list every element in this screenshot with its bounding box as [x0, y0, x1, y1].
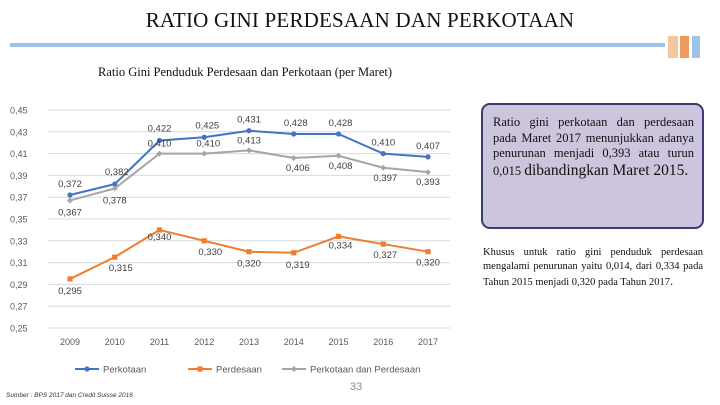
y-tick-label: 0,43 [10, 127, 28, 137]
y-tick-label: 0,39 [10, 171, 28, 181]
data-label: 0,428 [329, 118, 353, 129]
rural-note: Khusus untuk ratio gini penduduk perdesa… [483, 246, 703, 290]
legend-label: Perkotaan dan Perdesaan [310, 365, 420, 376]
data-label: 0,295 [58, 286, 82, 297]
data-label: 0,378 [103, 195, 127, 206]
data-point [156, 150, 163, 157]
legend-marker [291, 366, 297, 372]
x-tick-label: 2013 [239, 337, 259, 347]
data-label: 0,408 [329, 161, 353, 172]
data-point [335, 233, 342, 240]
rural-note-end: . [670, 274, 674, 288]
corner-decoration [668, 26, 708, 66]
data-label: 0,407 [416, 141, 440, 152]
data-label: 0,319 [286, 260, 310, 271]
data-point [380, 164, 387, 171]
page-number: 33 [350, 381, 363, 393]
data-label: 0,410 [196, 139, 220, 150]
data-label: 0,428 [284, 118, 308, 129]
data-point [112, 181, 118, 187]
data-label: 0,367 [58, 207, 82, 218]
data-point [67, 197, 73, 204]
callout-text: Ratio gini perkotaan dan perdesaan pada … [493, 115, 694, 178]
y-tick-label: 0,35 [10, 215, 28, 225]
data-point [246, 128, 252, 134]
legend-label: Perdesaan [216, 365, 262, 376]
data-label: 0,315 [109, 263, 133, 274]
y-tick-label: 0,25 [10, 324, 28, 334]
legend-marker [197, 366, 203, 372]
data-label: 0,320 [416, 258, 440, 269]
data-label: 0,340 [148, 232, 172, 243]
data-point [201, 134, 207, 140]
y-tick-label: 0,27 [10, 302, 28, 312]
data-point [380, 241, 386, 247]
data-point [425, 249, 431, 255]
deco-square-light [668, 36, 678, 58]
legend-label: Perkotaan [103, 365, 146, 376]
deco-square-orange [680, 36, 689, 58]
callout-box: Ratio gini perkotaan dan perdesaan pada … [481, 103, 704, 229]
x-tick-label: 2011 [150, 337, 169, 347]
data-label: 0,393 [416, 177, 440, 188]
data-point [380, 151, 386, 157]
data-point [156, 137, 163, 144]
y-tick-label: 0,37 [10, 193, 28, 203]
data-point [291, 131, 297, 137]
data-point [246, 249, 252, 255]
data-point [290, 154, 297, 161]
data-point [67, 276, 73, 282]
y-tick-label: 0,29 [10, 280, 28, 290]
legend-marker [84, 366, 90, 372]
data-label: 0,382 [105, 167, 129, 178]
x-tick-label: 2009 [60, 337, 80, 347]
x-tick-label: 2012 [194, 337, 214, 347]
title-underline [10, 43, 665, 47]
data-label: 0,320 [237, 259, 261, 270]
y-tick-label: 0,31 [10, 258, 28, 268]
data-point [425, 169, 431, 176]
data-label: 0,406 [286, 163, 310, 174]
chart-title: Ratio Gini Penduduk Perdesaan dan Perkot… [97, 65, 392, 79]
data-point [291, 250, 297, 256]
deco-square-blue [692, 36, 700, 58]
data-point [335, 152, 342, 159]
y-tick-label: 0,33 [10, 236, 28, 246]
data-point [246, 147, 252, 154]
data-label: 0,431 [237, 115, 261, 126]
data-label: 0,422 [148, 124, 172, 135]
x-tick-label: 2010 [105, 337, 125, 347]
x-tick-label: 2014 [284, 337, 304, 347]
data-point [67, 192, 73, 198]
data-point [335, 131, 342, 137]
data-label: 0,372 [58, 179, 82, 190]
rural-note-text: Khusus untuk ratio gini penduduk perdesa… [483, 247, 703, 288]
data-point [156, 227, 163, 233]
data-label: 0,327 [373, 250, 397, 261]
data-label: 0,334 [329, 240, 353, 251]
page-title: RATIO GINI PERDESAAN DAN PERKOTAAN [145, 8, 575, 32]
x-tick-label: 2015 [328, 337, 348, 347]
data-point [201, 238, 207, 244]
data-label: 0,425 [195, 120, 219, 131]
line-chart: 0,45 0,43 0,41 0,39 0,37 0,35 0,33 0,31 0,29 0,27… [10, 106, 450, 376]
data-label: 0,413 [237, 135, 261, 146]
data-point [425, 154, 431, 160]
callout-text-emphasis: dibandingkan Maret 2015. [524, 161, 689, 179]
y-tick-label: 0,45 [10, 106, 28, 116]
x-tick-label: 2016 [373, 337, 393, 347]
data-point [111, 185, 118, 192]
data-point [112, 254, 118, 260]
y-tick-label: 0,41 [10, 149, 28, 159]
data-label: 0,397 [373, 173, 397, 184]
data-label: 0,410 [148, 139, 172, 150]
x-tick-label: 2017 [418, 337, 438, 347]
data-point [201, 150, 208, 157]
source-note: Sumber : BPS 2017 dan Credit Suisse 2016 [6, 392, 133, 399]
data-label: 0,410 [371, 138, 395, 149]
data-label: 0,330 [198, 247, 222, 258]
